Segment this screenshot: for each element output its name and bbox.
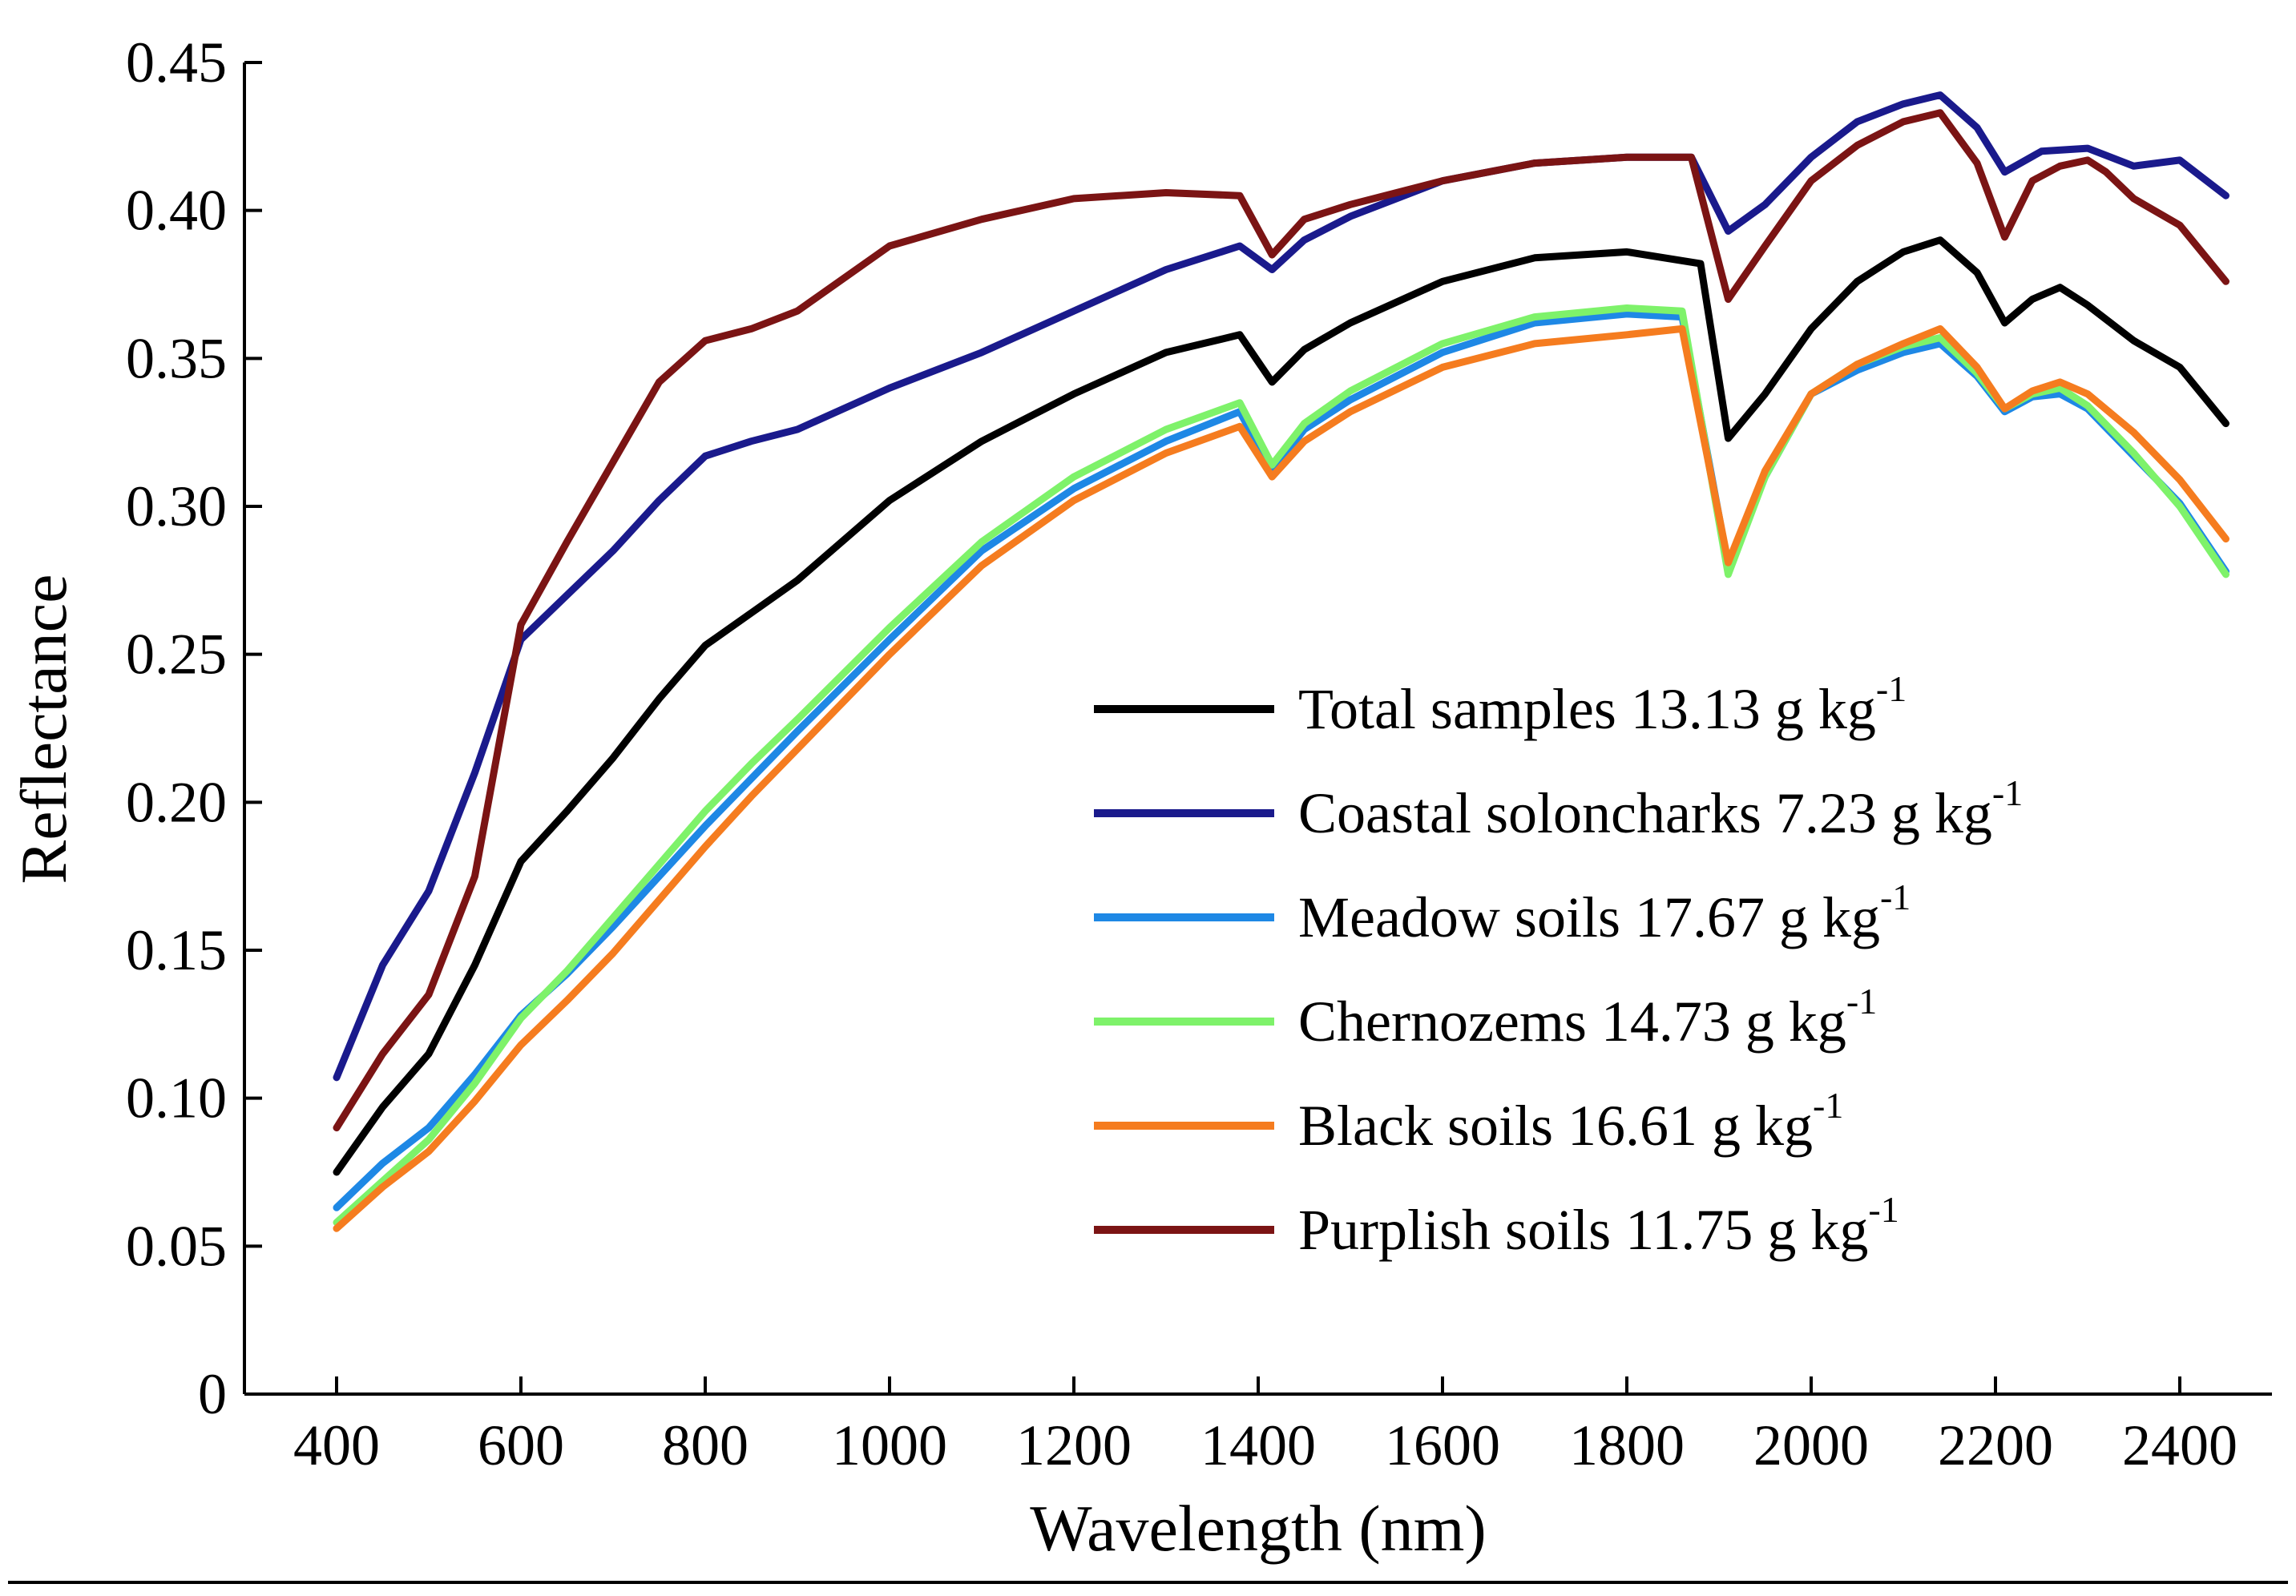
y-tick-label: 0.45 <box>126 30 227 95</box>
y-tick-label: 0.35 <box>126 326 227 390</box>
x-tick-label: 800 <box>662 1413 749 1477</box>
legend-label-superscript: -1 <box>1813 1085 1843 1126</box>
legend-label-superscript: -1 <box>1868 1189 1899 1230</box>
x-tick-label: 1600 <box>1385 1413 1500 1477</box>
x-tick-label: 2400 <box>2122 1413 2237 1477</box>
y-axis-title: Reflectance <box>7 574 80 885</box>
y-tick-label: 0.15 <box>126 918 227 982</box>
legend-label-main: Coastal soloncharks 7.23 g kg <box>1298 781 1992 845</box>
legend-label: Meadow soils 17.67 g kg-1 <box>1298 877 1911 949</box>
x-tick-label: 400 <box>293 1413 380 1477</box>
x-tick-label: 1400 <box>1200 1413 1316 1477</box>
legend-label-superscript: -1 <box>1846 981 1877 1022</box>
series-line-purplish-soils <box>333 109 2229 1132</box>
x-tick-label: 1000 <box>832 1413 947 1477</box>
x-tick-label: 2200 <box>1938 1413 2053 1477</box>
legend-label: Black soils 16.61 g kg-1 <box>1298 1085 1843 1158</box>
x-axis-title: Wavelength (nm) <box>1030 1492 1486 1565</box>
x-tick-label: 1800 <box>1569 1413 1685 1477</box>
legend-label-superscript: -1 <box>1876 668 1907 709</box>
y-tick-label: 0.10 <box>126 1066 227 1130</box>
legend-label-main: Purplish soils 11.75 g kg <box>1298 1198 1868 1262</box>
legend-label: Chernozems 14.73 g kg-1 <box>1298 981 1877 1054</box>
x-tick-label: 600 <box>478 1413 564 1477</box>
legend-label-main: Black soils 16.61 g kg <box>1298 1094 1813 1158</box>
y-tick-label: 0.20 <box>126 770 227 834</box>
y-tick-label: 0.05 <box>126 1214 227 1278</box>
legend-label-superscript: -1 <box>1880 877 1911 917</box>
legend-label-main: Total samples 13.13 g kg <box>1298 677 1876 741</box>
y-tick-label: 0.25 <box>126 623 227 687</box>
y-tick-label: 0.40 <box>126 179 227 243</box>
x-tick-label: 1200 <box>1016 1413 1132 1477</box>
legend-label: Total samples 13.13 g kg-1 <box>1298 668 1907 741</box>
y-ticks: 0 0.05 0.10 0.15 0.20 0.25 0.30 0.35 0.40 0.45 <box>126 30 262 1426</box>
y-tick-label: 0.30 <box>126 474 227 538</box>
x-tick-label: 2000 <box>1753 1413 1869 1477</box>
legend-label: Purplish soils 11.75 g kg-1 <box>1298 1189 1899 1262</box>
series-line-total-samples <box>333 236 2229 1176</box>
legend-label: Coastal soloncharks 7.23 g kg-1 <box>1298 772 2023 845</box>
legend-label-superscript: -1 <box>1992 772 2023 813</box>
series-line-coastal-solonchaks <box>333 91 2229 1082</box>
y-tick-label: 0 <box>198 1362 227 1426</box>
legend-label-main: Chernozems 14.73 g kg <box>1298 989 1846 1054</box>
x-ticks: 400 600 800 1000 1200 1400 1600 1800 2000 2200 240… <box>293 1376 2237 1477</box>
series-line-black-soils <box>333 324 2229 1232</box>
series-group <box>333 91 2229 1232</box>
legend-label-main: Meadow soils 17.67 g kg <box>1298 885 1880 949</box>
